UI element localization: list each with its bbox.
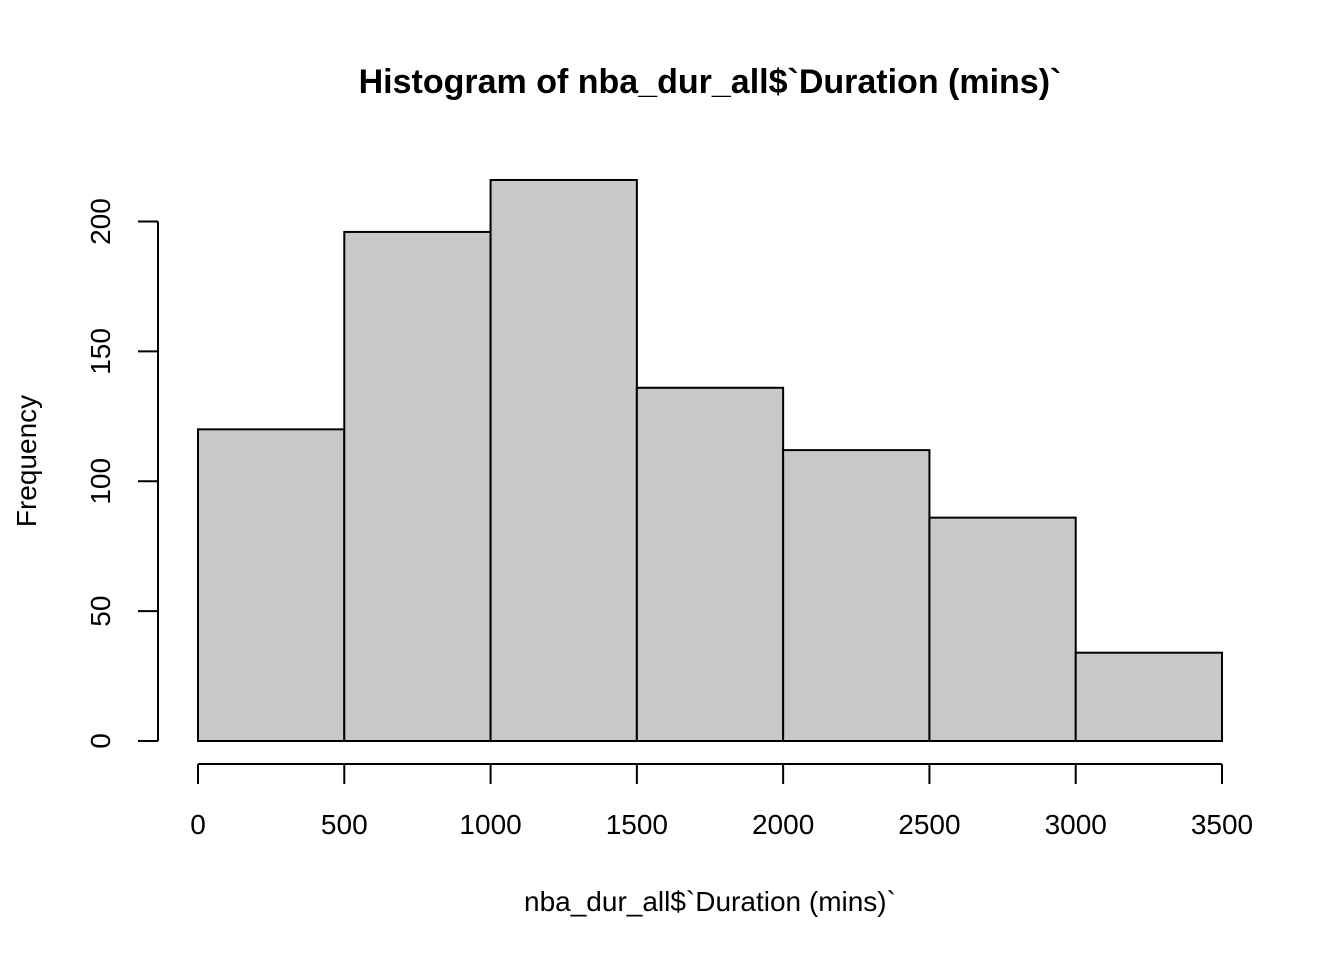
x-tick-label-6: 3000 xyxy=(1045,809,1107,840)
histogram-bar-3 xyxy=(635,386,785,742)
x-axis: 0 500 1000 1500 2000 2500 3000 3500 xyxy=(190,763,1253,840)
y-tick-label-2: 100 xyxy=(85,458,116,505)
x-tick-label-5: 2500 xyxy=(898,809,960,840)
y-tick-label-4: 200 xyxy=(85,198,116,245)
histogram-bar-2 xyxy=(489,179,638,742)
y-tick-label-0: 0 xyxy=(85,733,116,749)
histogram-bar-6 xyxy=(1074,651,1223,743)
chart-title: Histogram of nba_dur_all$`Duration (mins… xyxy=(359,63,1062,101)
histogram-bar-0 xyxy=(197,428,346,742)
y-tick-label-3: 150 xyxy=(85,328,116,375)
x-tick-label-2: 1000 xyxy=(459,809,521,840)
x-tick-label-1: 500 xyxy=(321,809,368,840)
histogram-bar-1 xyxy=(343,230,492,742)
y-axis-label: Frequency xyxy=(11,395,42,527)
y-axis: 0 50 100 150 200 xyxy=(85,198,159,749)
x-tick-label-3: 1500 xyxy=(606,809,668,840)
bars-group xyxy=(197,179,1223,743)
histogram-bar-5 xyxy=(928,516,1077,743)
x-tick-label-4: 2000 xyxy=(752,809,814,840)
y-tick-label-1: 50 xyxy=(85,596,116,627)
histogram-bar-4 xyxy=(782,449,931,742)
x-tick-label-0: 0 xyxy=(190,809,206,840)
x-tick-label-7: 3500 xyxy=(1191,809,1253,840)
x-axis-label: nba_dur_all$`Duration (mins)` xyxy=(524,886,896,917)
